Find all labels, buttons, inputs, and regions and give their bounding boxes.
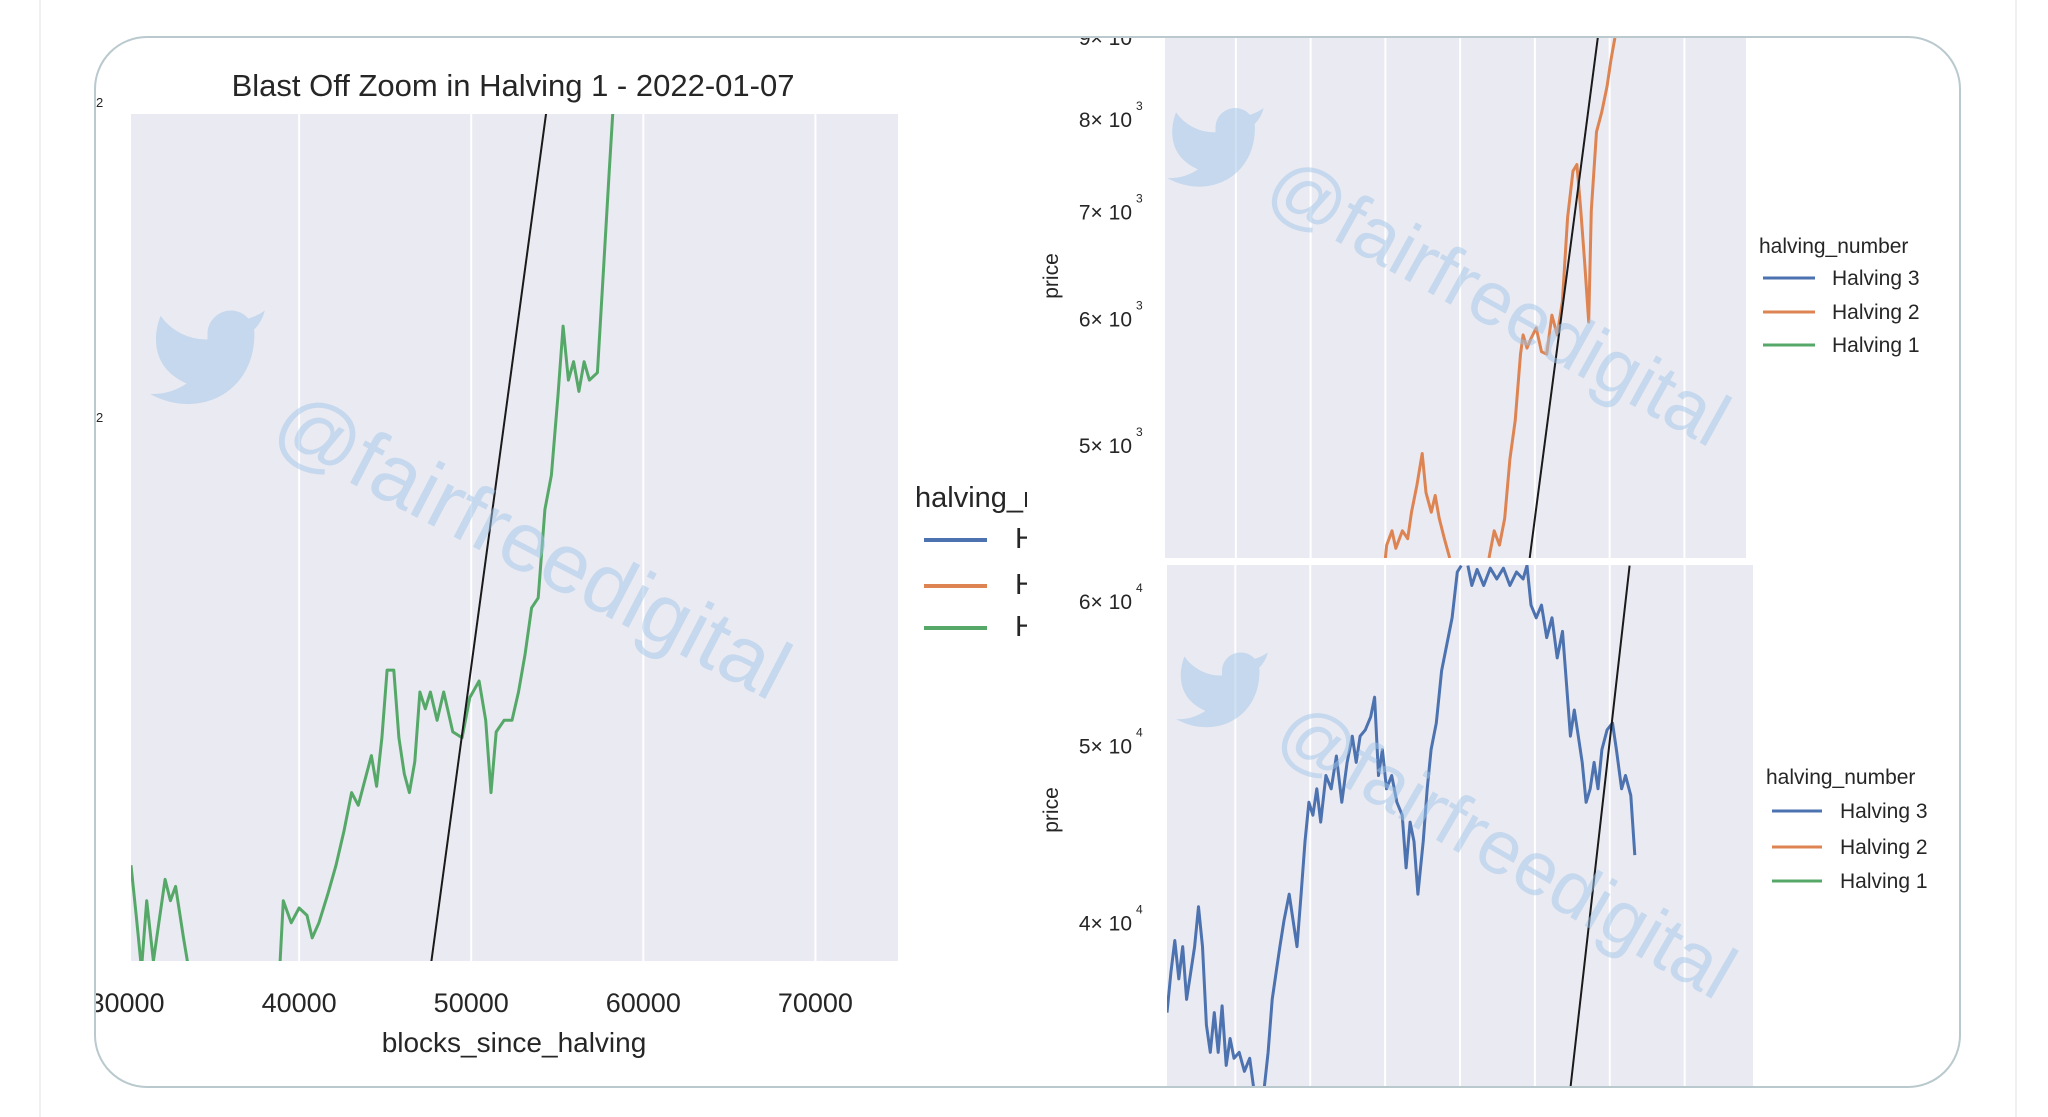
- series-line-halving-1: [277, 114, 615, 961]
- left-chart-title: Blast Off Zoom in Halving 1 - 2022-01-07: [232, 68, 795, 103]
- legend-label: Halving 2: [1840, 836, 1928, 859]
- series-line-halving-2: [1487, 37, 1617, 558]
- bottom-right-plot: 6× 10 4 5× 10 4 4× 10 4: [1079, 565, 1753, 1087]
- legend-label: Halving 3: [1832, 267, 1920, 290]
- y-tick-label: 8× 10: [1079, 109, 1132, 132]
- y-tick-exponent: 3: [1136, 425, 1143, 439]
- left-plot-area: [131, 114, 898, 961]
- bottom-right-series-group: [1167, 565, 1637, 1087]
- series-line-halving-3: [1167, 905, 1256, 1087]
- left-ytick-fragment: 2: [96, 95, 103, 110]
- legend-swatch-halving-1: [924, 626, 987, 630]
- y-tick-label: 6× 10: [1079, 309, 1132, 332]
- y-tick-label: 5× 10: [1079, 435, 1132, 458]
- card-border: [94, 36, 1961, 1088]
- y-tick-exponent: 3: [1136, 99, 1143, 113]
- x-tick-label: 30000: [89, 988, 164, 1018]
- y-tick-exponent: 3: [1136, 17, 1143, 31]
- trend-line: [1528, 37, 1599, 558]
- legend-label: Halving 1: [1015, 611, 1027, 643]
- x-tick-label: 70000: [778, 988, 853, 1018]
- legend-title: halving_number: [915, 482, 1027, 514]
- trend-line: [1569, 565, 1631, 1087]
- y-tick-exponent: 4: [1136, 581, 1143, 595]
- y-tick-exponent: 4: [1136, 902, 1143, 916]
- top-right-plot-area: [1165, 37, 1746, 558]
- legend-label: Halving 3: [1840, 800, 1928, 823]
- card-content: 30000 40000 50000 60000 70000 9× 10 3 8× 10 3 7× …: [89, 17, 1960, 1087]
- y-tick-label: 7× 10: [1079, 202, 1132, 225]
- y-tick-exponent: 3: [1136, 299, 1143, 313]
- x-tick-label: 50000: [434, 988, 509, 1018]
- left-ytick-fragment: 2: [96, 410, 103, 425]
- page-edge-right: [2015, 0, 2017, 1117]
- series-line-halving-2: [1383, 452, 1452, 558]
- legend-swatch-halving-2: [924, 584, 987, 588]
- legend-label: Halving 1: [1832, 334, 1920, 357]
- legend-label: Halving 3: [1015, 523, 1027, 555]
- y-tick-label: 4× 10: [1079, 912, 1132, 935]
- bottom-right-legend: halving_number Halving 3 Halving 2 Halvi…: [1766, 766, 1928, 893]
- series-line-halving-1: [131, 865, 192, 961]
- y-tick-exponent: 3: [1136, 192, 1143, 206]
- y-tick-label: 6× 10: [1079, 591, 1132, 614]
- series-line-halving-3: [1466, 565, 1637, 856]
- page-edge-left: [39, 0, 41, 1117]
- x-tick-label: 40000: [262, 988, 337, 1018]
- bottom-right-y-axis-label: price: [1040, 787, 1063, 833]
- y-tick-label: 9× 10: [1079, 27, 1132, 50]
- legend-label: Halving 2: [1015, 569, 1027, 601]
- legend-title: halving_number: [1766, 766, 1915, 789]
- x-tick-label: 60000: [606, 988, 681, 1018]
- trend-line: [427, 114, 549, 961]
- left-plot: 30000 40000 50000 60000 70000: [89, 114, 898, 1018]
- y-tick-label: 5× 10: [1079, 736, 1132, 759]
- series-line-halving-3: [1262, 565, 1463, 1087]
- left-series-group: [131, 114, 615, 961]
- top-right-y-axis-label: price: [1040, 253, 1063, 299]
- top-right-series-group: [1383, 37, 1617, 558]
- legend-label: Halving 2: [1832, 301, 1920, 324]
- legend-label: Halving 1: [1840, 870, 1928, 893]
- y-tick-exponent: 4: [1136, 726, 1143, 740]
- legend-swatch-halving-3: [924, 538, 987, 542]
- top-right-legend: halving_number Halving 3 Halving 2 Halvi…: [1759, 235, 1920, 357]
- top-right-plot: 9× 10 3 8× 10 3 7× 10 3 6× 10 3 5× 10 3: [1079, 17, 1746, 558]
- legend-title: halving_number: [1759, 235, 1908, 258]
- left-x-axis-label: blocks_since_halving: [382, 1027, 647, 1058]
